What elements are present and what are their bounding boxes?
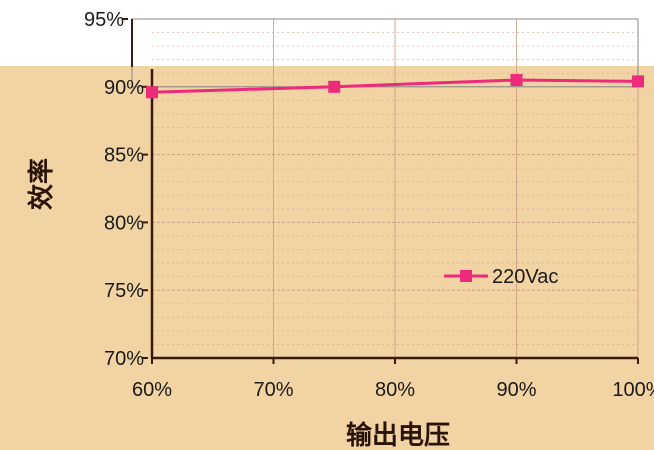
- series-line: [151, 78, 639, 94]
- top-frame: [131, 18, 639, 88]
- y-tick-label: 80%: [104, 212, 144, 234]
- x-tick-labels: 60% 70% 80% 90% 100%: [132, 379, 654, 401]
- data-point-marker: [146, 86, 158, 99]
- data-point-marker: [328, 80, 341, 93]
- series-layer: [146, 74, 644, 99]
- y-tick-label: 85%: [104, 145, 144, 167]
- data-point-marker: [510, 74, 523, 87]
- legend: 220Vac: [444, 266, 558, 288]
- x-tick-label: 90%: [496, 379, 536, 401]
- x-axis-title: 输出电压: [346, 420, 450, 450]
- data-point-marker: [632, 75, 644, 88]
- axis-layer: [122, 18, 639, 364]
- y-tick-label: 90%: [104, 77, 144, 99]
- chart-background-band: [0, 66, 654, 450]
- x-tick-label: 100%: [612, 379, 654, 401]
- legend-label: 220Vac: [492, 266, 558, 288]
- x-tick-label: 80%: [375, 379, 415, 401]
- y-tick-label: 75%: [104, 280, 144, 302]
- legend-marker-swatch: [460, 270, 472, 282]
- y-tick-label: 70%: [104, 348, 144, 370]
- y-tick-label: 95%: [84, 9, 124, 31]
- grid-layer: [152, 19, 639, 358]
- x-tick-label: 70%: [253, 379, 293, 401]
- y-axis-title: 效率: [26, 158, 57, 210]
- y-tick-labels: 70% 75% 80% 85% 90% 95%: [84, 9, 144, 370]
- x-tick-label: 60%: [132, 379, 172, 401]
